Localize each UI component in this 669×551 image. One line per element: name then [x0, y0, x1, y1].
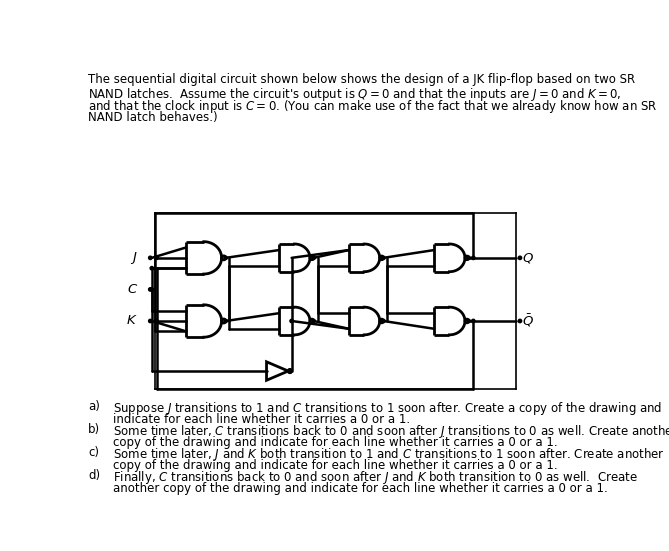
- Circle shape: [224, 319, 227, 323]
- Text: $C$: $C$: [126, 283, 138, 296]
- Circle shape: [518, 256, 522, 260]
- Text: a): a): [88, 399, 100, 413]
- Circle shape: [312, 319, 315, 323]
- Text: $\bar{Q}$: $\bar{Q}$: [522, 312, 533, 329]
- Text: $J$: $J$: [130, 250, 138, 266]
- Text: Finally, $C$ transitions back to 0 and soon after $J$ and $K$ both transition to: Finally, $C$ transitions back to 0 and s…: [113, 469, 638, 486]
- Text: $Q$: $Q$: [522, 251, 533, 265]
- Circle shape: [467, 319, 470, 323]
- Circle shape: [150, 288, 153, 291]
- Circle shape: [149, 319, 152, 323]
- Text: Suppose $J$ transitions to 1 and $C$ transitions to 1 soon after. Create a copy : Suppose $J$ transitions to 1 and $C$ tra…: [113, 399, 662, 417]
- Text: Some time later, $C$ transitions back to 0 and soon after $J$ transitions to 0 a: Some time later, $C$ transitions back to…: [113, 423, 669, 440]
- Circle shape: [382, 256, 385, 260]
- Circle shape: [472, 256, 475, 260]
- Circle shape: [467, 256, 470, 260]
- Circle shape: [472, 319, 475, 323]
- Circle shape: [518, 319, 522, 323]
- Text: Some time later, $J$ and $K$ both transition to 1 and $C$ transitions to 1 soon : Some time later, $J$ and $K$ both transi…: [113, 446, 665, 463]
- Text: and that the clock input is $C = 0$. (You can make use of the fact that we alrea: and that the clock input is $C = 0$. (Yo…: [88, 99, 658, 116]
- Circle shape: [155, 256, 158, 260]
- Text: NAND latches.  Assume the circuit's output is $Q = 0$ and that the inputs are $J: NAND latches. Assume the circuit's outpu…: [88, 86, 622, 102]
- Text: $K$: $K$: [126, 315, 138, 327]
- Text: copy of the drawing and indicate for each line whether it carries a 0 or a 1.: copy of the drawing and indicate for eac…: [113, 436, 558, 449]
- Circle shape: [312, 256, 315, 260]
- Circle shape: [382, 319, 385, 323]
- Text: indicate for each line whether it carries a 0 or a 1.: indicate for each line whether it carrie…: [113, 413, 410, 426]
- Text: c): c): [88, 446, 99, 459]
- Circle shape: [290, 319, 293, 323]
- Text: d): d): [88, 469, 100, 482]
- Text: b): b): [88, 423, 100, 436]
- Circle shape: [150, 267, 153, 270]
- Text: The sequential digital circuit shown below shows the design of a JK flip-flop ba: The sequential digital circuit shown bel…: [88, 73, 636, 86]
- Text: another copy of the drawing and indicate for each line whether it carries a 0 or: another copy of the drawing and indicate…: [113, 482, 608, 495]
- Circle shape: [149, 256, 152, 260]
- Circle shape: [149, 288, 152, 291]
- Circle shape: [155, 319, 158, 323]
- Text: copy of the drawing and indicate for each line whether it carries a 0 or a 1.: copy of the drawing and indicate for eac…: [113, 459, 558, 472]
- Circle shape: [224, 256, 227, 260]
- Text: NAND latch behaves.): NAND latch behaves.): [88, 111, 218, 124]
